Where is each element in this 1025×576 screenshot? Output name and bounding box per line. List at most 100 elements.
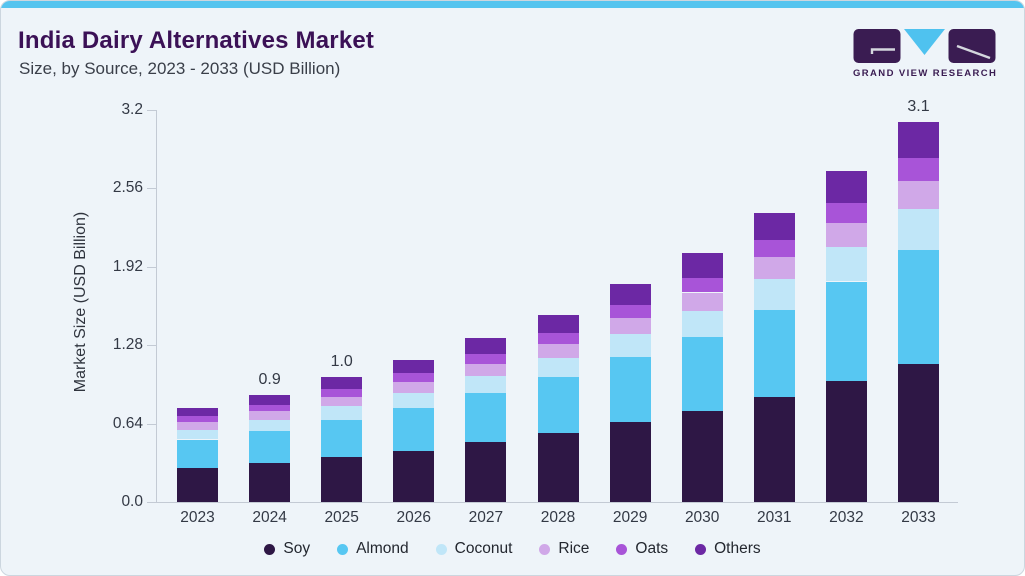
logo-r-mark xyxy=(956,44,991,60)
page-title: India Dairy Alternatives Market xyxy=(18,27,375,54)
legend-dot-almond xyxy=(337,543,349,555)
bar-2029-coconut xyxy=(609,334,651,358)
legend-dot-others xyxy=(695,543,707,555)
legend-label: Coconut xyxy=(454,540,513,557)
legend-dot-rice xyxy=(539,543,551,555)
bar-2029-almond xyxy=(609,357,651,423)
bar-2025-almond xyxy=(321,419,363,457)
bar-2031-almond xyxy=(753,309,795,397)
bar-value-label: 3.1 xyxy=(907,98,930,116)
bar-2024-rice xyxy=(249,411,291,420)
y-axis-line xyxy=(156,110,157,502)
bar-2026-others xyxy=(393,359,435,374)
bar-2029-rice xyxy=(609,318,651,335)
bar-2033-coconut xyxy=(898,209,939,250)
bar-2025-others xyxy=(321,377,363,390)
bar-2023-coconut xyxy=(177,429,218,440)
y-tick-label: 1.92 xyxy=(112,257,143,275)
bar-2023-soy xyxy=(177,467,218,502)
bar-value-label: 1.0 xyxy=(330,353,353,371)
y-tick-mark xyxy=(147,188,156,190)
y-tick-mark xyxy=(147,423,156,425)
logo-v-triangle xyxy=(904,29,945,55)
bar-2028-rice xyxy=(537,344,579,358)
x-tick-label: 2029 xyxy=(612,509,648,526)
bar-2024-almond xyxy=(249,430,291,463)
bar-2029-oats xyxy=(609,304,651,319)
legend-label: Oats xyxy=(635,540,669,557)
bar-2024-soy xyxy=(249,462,291,502)
x-tick-label: 2028 xyxy=(540,509,576,526)
x-tick-label: 2033 xyxy=(901,509,936,526)
y-tick-mark xyxy=(147,266,156,268)
bar-2023-others xyxy=(177,407,218,417)
bar-2033-rice xyxy=(898,181,939,210)
legend-item-others: Others xyxy=(695,540,761,558)
bar-2032-oats xyxy=(825,203,867,223)
bar-2026-oats xyxy=(393,373,435,382)
bar-2030-coconut xyxy=(681,310,723,337)
y-tick-mark xyxy=(147,345,156,347)
bar-value-label: 0.9 xyxy=(258,371,281,389)
y-tick-label: 1.28 xyxy=(112,336,143,354)
bar-2029-others xyxy=(609,283,651,305)
bar-2029-soy xyxy=(609,422,651,502)
page-subtitle: Size, by Source, 2023 - 2033 (USD Billio… xyxy=(19,59,341,78)
bar-2023-rice xyxy=(177,422,218,430)
bar-2030-almond xyxy=(681,336,723,412)
legend-item-rice: Rice xyxy=(539,540,589,558)
gvr-logo-mark xyxy=(853,29,996,63)
bar-2030-rice xyxy=(681,292,723,311)
bar-2027-soy xyxy=(465,442,507,502)
bar-2028-almond xyxy=(537,377,579,434)
y-tick-mark xyxy=(147,502,156,503)
bar-2027-almond xyxy=(465,393,507,442)
bar-2024-coconut xyxy=(249,419,291,431)
bar-2031-rice xyxy=(753,257,795,280)
bar-2028-oats xyxy=(537,332,579,344)
bar-2033-soy xyxy=(898,363,939,502)
x-axis-line xyxy=(156,502,958,503)
x-tick-label: 2023 xyxy=(180,509,215,526)
x-tick-label: 2024 xyxy=(252,509,287,526)
x-tick-label: 2031 xyxy=(757,509,792,526)
bar-2025-rice xyxy=(321,396,363,407)
legend-label: Others xyxy=(714,540,761,557)
bar-2024-others xyxy=(249,395,291,406)
legend-dot-soy xyxy=(264,543,276,555)
bar-2030-oats xyxy=(681,277,723,293)
bar-2027-others xyxy=(465,337,507,354)
x-tick-label: 2026 xyxy=(396,509,432,526)
bar-2032-soy xyxy=(825,380,867,502)
legend-item-oats: Oats xyxy=(616,540,668,558)
bar-2025-soy xyxy=(321,456,363,502)
x-tick-label: 2027 xyxy=(468,509,504,526)
bar-2028-soy xyxy=(537,433,579,502)
bar-2032-rice xyxy=(825,222,867,248)
legend-dot-coconut xyxy=(435,543,447,555)
bar-2028-others xyxy=(537,314,579,333)
bar-2032-almond xyxy=(825,281,867,381)
legend-item-almond: Almond xyxy=(337,540,409,558)
top-accent-bar xyxy=(1,1,1024,8)
bar-2032-others xyxy=(825,171,867,204)
bar-2027-oats xyxy=(465,353,507,364)
bar-2026-rice xyxy=(393,381,435,393)
bar-2026-almond xyxy=(393,407,435,451)
y-tick-label: 3.2 xyxy=(121,101,143,118)
bar-2024-oats xyxy=(249,405,291,412)
gvr-logo: GRAND VIEW RESEARCH xyxy=(853,28,996,79)
bar-2031-oats xyxy=(753,239,795,258)
x-tick-label: 2025 xyxy=(324,509,359,526)
bar-2033-almond xyxy=(898,249,939,364)
y-tick-label: 0.64 xyxy=(112,414,143,432)
bar-2033-oats xyxy=(898,157,939,182)
bar-2026-soy xyxy=(393,450,435,502)
y-tick-label: 2.56 xyxy=(112,179,143,197)
bar-2028-coconut xyxy=(537,357,579,377)
legend-dot-oats xyxy=(616,543,628,555)
bar-2030-soy xyxy=(681,411,723,503)
legend-label: Rice xyxy=(558,540,590,557)
bar-2023-oats xyxy=(177,416,218,423)
